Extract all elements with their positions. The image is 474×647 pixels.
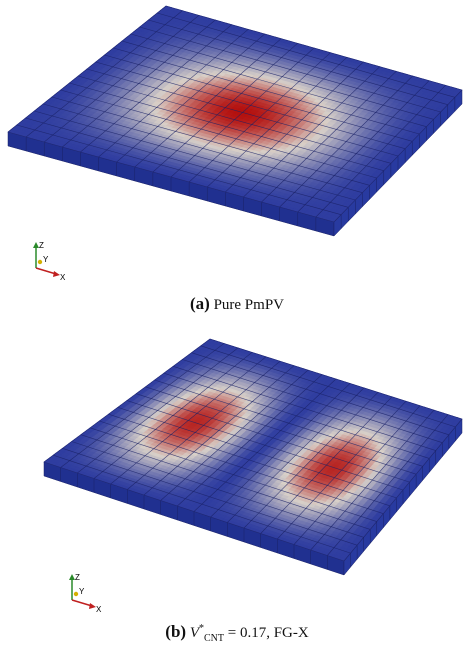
z-axis-label: Z: [39, 241, 44, 250]
caption-b-text: = 0.17, FG-X: [223, 625, 309, 641]
panel-a: Z Y X (a) Pure PmPV: [0, 5, 474, 314]
y-axis-label: Y: [43, 255, 49, 264]
axes-triad-a: Z Y X: [33, 241, 66, 282]
caption-a-text: Pure PmPV: [213, 297, 284, 313]
x-axis-label: X: [60, 273, 66, 282]
y-axis-label: Y: [79, 587, 85, 596]
plate-contour-a: [7, 5, 463, 237]
y-axis-icon: [37, 259, 43, 265]
caption-b-sub: CNT: [203, 633, 224, 644]
y-axis-icon: [73, 591, 79, 597]
plate-contour-b: [43, 338, 463, 576]
caption-a-label: (a): [189, 294, 210, 313]
z-axis-label: Z: [75, 573, 80, 582]
caption-b-sup: *: [198, 623, 204, 634]
caption-b: (b) V*CNT = 0.17, FG-X: [0, 622, 474, 644]
panel-b: Z Y X (b) V*CNT = 0.17, FG-X: [0, 325, 474, 647]
caption-b-symbol: V: [189, 625, 199, 641]
axes-triad-b: Z Y X: [69, 573, 102, 614]
x-axis-label: X: [96, 605, 102, 614]
caption-a: (a) Pure PmPV: [0, 294, 474, 314]
caption-b-label: (b): [165, 622, 187, 641]
